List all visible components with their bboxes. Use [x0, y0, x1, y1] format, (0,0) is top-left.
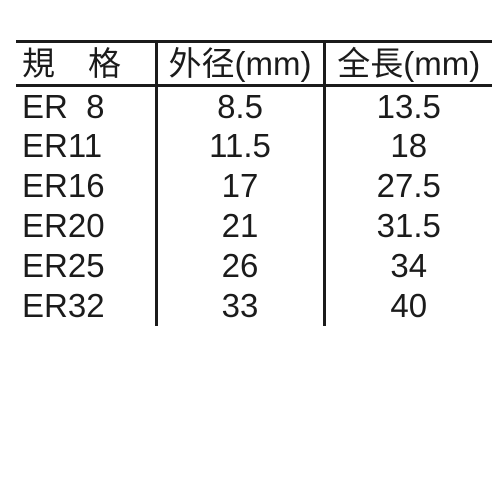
cell-od: 33 — [156, 286, 324, 326]
header-od: 外径(mm) — [156, 42, 324, 86]
cell-od: 26 — [156, 246, 324, 286]
cell-spec: ER16 — [16, 166, 156, 206]
table-row: ER32 33 40 — [16, 286, 492, 326]
cell-od: 21 — [156, 206, 324, 246]
spec-table: 規 格 外径(mm) 全長(mm) ER 8 8.5 13.5 ER11 11.… — [16, 40, 492, 326]
cell-spec: ER20 — [16, 206, 156, 246]
header-spec: 規 格 — [16, 42, 156, 86]
cell-len: 27.5 — [324, 166, 492, 206]
table-header-row: 規 格 外径(mm) 全長(mm) — [16, 42, 492, 86]
cell-spec: ER11 — [16, 126, 156, 166]
cell-od: 17 — [156, 166, 324, 206]
cell-len: 34 — [324, 246, 492, 286]
cell-spec: ER25 — [16, 246, 156, 286]
cell-od: 8.5 — [156, 86, 324, 126]
cell-spec: ER 8 — [16, 86, 156, 126]
cell-spec: ER32 — [16, 286, 156, 326]
table-row: ER11 11.5 18 — [16, 126, 492, 166]
cell-len: 13.5 — [324, 86, 492, 126]
cell-len: 40 — [324, 286, 492, 326]
header-len: 全長(mm) — [324, 42, 492, 86]
table-row: ER 8 8.5 13.5 — [16, 86, 492, 126]
cell-len: 18 — [324, 126, 492, 166]
cell-len: 31.5 — [324, 206, 492, 246]
table-row: ER16 17 27.5 — [16, 166, 492, 206]
table-row: ER20 21 31.5 — [16, 206, 492, 246]
table-row: ER25 26 34 — [16, 246, 492, 286]
cell-od: 11.5 — [156, 126, 324, 166]
